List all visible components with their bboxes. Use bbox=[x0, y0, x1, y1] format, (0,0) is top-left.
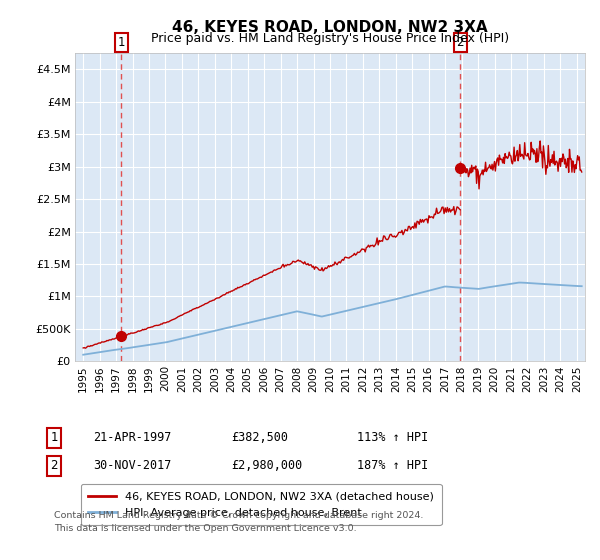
Text: This data is licensed under the Open Government Licence v3.0.: This data is licensed under the Open Gov… bbox=[54, 524, 356, 533]
Text: 113% ↑ HPI: 113% ↑ HPI bbox=[357, 431, 428, 445]
Legend: 46, KEYES ROAD, LONDON, NW2 3XA (detached house), HPI: Average price, detached h: 46, KEYES ROAD, LONDON, NW2 3XA (detache… bbox=[80, 484, 442, 525]
Text: £2,980,000: £2,980,000 bbox=[231, 459, 302, 473]
Text: 2: 2 bbox=[457, 36, 464, 49]
Text: 187% ↑ HPI: 187% ↑ HPI bbox=[357, 459, 428, 473]
Text: 2: 2 bbox=[50, 459, 58, 473]
Text: Price paid vs. HM Land Registry's House Price Index (HPI): Price paid vs. HM Land Registry's House … bbox=[151, 32, 509, 45]
Text: Contains HM Land Registry data © Crown copyright and database right 2024.: Contains HM Land Registry data © Crown c… bbox=[54, 511, 424, 520]
Text: 21-APR-1997: 21-APR-1997 bbox=[93, 431, 172, 445]
Text: 1: 1 bbox=[118, 36, 125, 49]
Text: 30-NOV-2017: 30-NOV-2017 bbox=[93, 459, 172, 473]
Text: 46, KEYES ROAD, LONDON, NW2 3XA: 46, KEYES ROAD, LONDON, NW2 3XA bbox=[172, 20, 488, 35]
Text: 1: 1 bbox=[50, 431, 58, 445]
Text: £382,500: £382,500 bbox=[231, 431, 288, 445]
